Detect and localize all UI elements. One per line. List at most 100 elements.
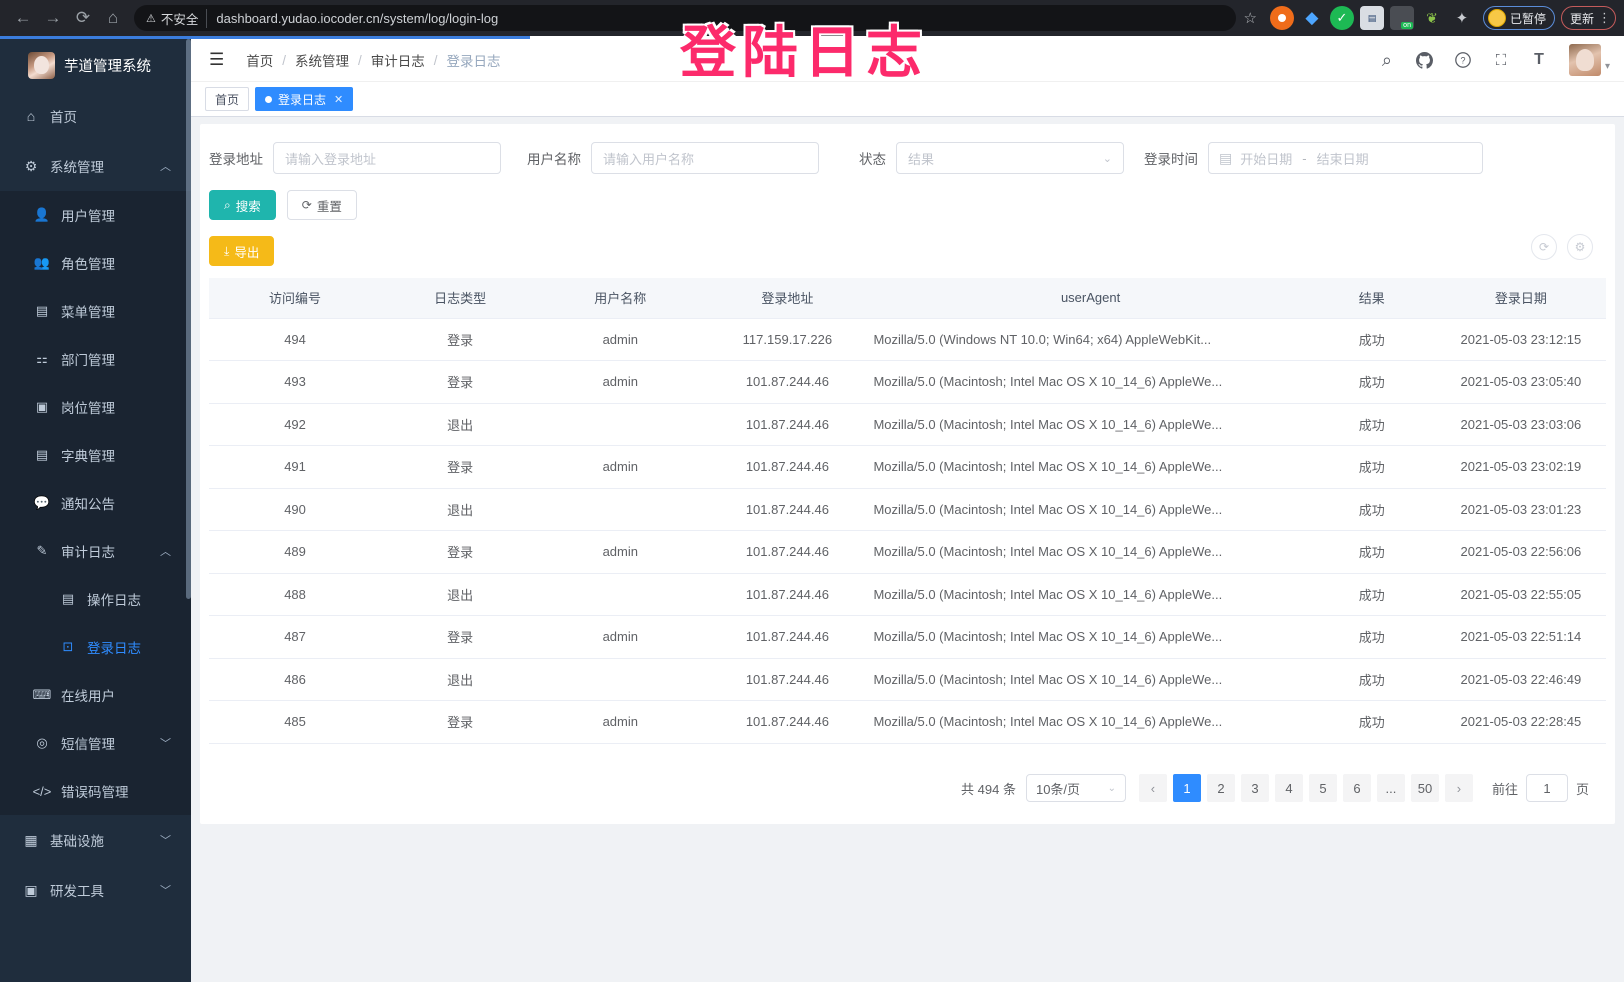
sidebar-item-audit-log[interactable]: ✎ 审计日志 ︿ <box>0 527 191 575</box>
cell-username <box>539 658 702 701</box>
pagination-page-4[interactable]: 4 <box>1274 774 1303 802</box>
tab-home[interactable]: 首页 <box>205 87 250 111</box>
cell-result: 成功 <box>1307 658 1436 701</box>
blue-dot-ext-icon[interactable]: ▤ <box>1359 6 1384 30</box>
cell-login-date: 2021-05-03 22:56:06 <box>1435 530 1606 574</box>
pagination-page-5[interactable]: 5 <box>1308 774 1337 802</box>
reset-button[interactable]: ⟳ 重置 <box>286 190 357 220</box>
breadcrumb-item-home[interactable]: 首页 <box>246 54 274 69</box>
sidebar-item-sms[interactable]: ◎ 短信管理 ﹀ <box>0 719 191 767</box>
update-pill[interactable]: 更新 ⋮ <box>1560 6 1616 30</box>
column-header-login-address[interactable]: 登录地址 <box>701 278 874 319</box>
sidebar-item-devtools[interactable]: ▣ 研发工具 ﹀ <box>0 865 191 915</box>
chevron-down-icon[interactable]: ▾ <box>1604 61 1610 72</box>
cell-login-address: 101.87.244.46 <box>701 615 874 659</box>
column-header-useragent[interactable]: userAgent <box>873 278 1308 319</box>
table-tool-bar: ⟳ ⚙ <box>1521 234 1593 260</box>
sidebar-item-menus[interactable]: ▤ 菜单管理 <box>0 287 191 335</box>
column-header-result[interactable]: 结果 <box>1307 278 1436 319</box>
column-header-login-date[interactable]: 登录日期 <box>1435 278 1606 319</box>
sidebar-item-notice[interactable]: 💬 通知公告 <box>0 479 191 527</box>
help-icon[interactable]: ? <box>1447 44 1479 76</box>
search-icon[interactable]: ⌕ <box>1381 49 1393 70</box>
address-bar[interactable]: ⚠ 不安全 dashboard.yudao.iocoder.cn/system/… <box>134 5 1236 31</box>
leaf-ext-icon[interactable]: ❦ <box>1426 9 1438 26</box>
tab-label: 首页 <box>215 92 240 107</box>
sidebar-item-system[interactable]: ⚙ 系统管理 ︿ <box>0 141 191 191</box>
blue-diamond-ext-icon[interactable]: ◆ <box>1305 8 1319 27</box>
sidebar-scrollbar[interactable] <box>186 39 191 982</box>
sidebar-scrollbar-thumb[interactable] <box>186 39 191 599</box>
sidebar-item-dictionary[interactable]: ▤ 字典管理 <box>0 431 191 479</box>
pagination-page-6[interactable]: 6 <box>1342 774 1371 802</box>
sidebar-logo[interactable]: 芋道管理系统 <box>0 39 191 91</box>
fullscreen-icon[interactable]: ⛶ <box>1495 51 1507 69</box>
pagination-page-2[interactable]: 2 <box>1206 774 1235 802</box>
breadcrumb-item-audit[interactable]: 审计日志 <box>370 54 425 69</box>
search-button[interactable]: ⌕ 搜索 <box>209 190 276 220</box>
tab-login-log[interactable]: 登录日志 ✕ <box>255 87 354 111</box>
table-row[interactable]: 489 登录 admin 101.87.244.46 Mozilla/5.0 (… <box>209 530 1606 574</box>
sidebar-item-posts[interactable]: ▣ 岗位管理 <box>0 383 191 431</box>
username-input[interactable]: 请输入用户名称 <box>591 142 819 174</box>
pagination-page-3[interactable]: 3 <box>1240 774 1269 802</box>
sidebar-item-operation-log[interactable]: ▤ 操作日志 <box>0 575 191 623</box>
sidebar-item-infrastructure[interactable]: ▦ 基础设施 ﹀ <box>0 815 191 865</box>
goto-page-input[interactable]: 1 <box>1525 774 1568 802</box>
column-settings-icon[interactable]: ⚙ <box>1567 234 1593 260</box>
bookmark-star-icon[interactable]: ☆ <box>1243 10 1257 27</box>
cell-result: 成功 <box>1307 318 1436 361</box>
kebab-menu-icon[interactable]: ⋮ <box>1598 10 1611 25</box>
pagination-next[interactable]: › <box>1444 774 1473 802</box>
close-icon[interactable]: ✕ <box>334 93 344 106</box>
pagination-page-50[interactable]: 50 <box>1410 774 1439 802</box>
breadcrumb-item-system[interactable]: 系统管理 <box>295 54 350 69</box>
refresh-icon[interactable]: ⟳ <box>1531 234 1557 260</box>
green-check-ext-icon[interactable]: ✓ <box>1329 6 1354 30</box>
login-time-range-picker[interactable]: ▤ 开始日期 - 结束日期 <box>1208 142 1483 174</box>
column-header-access-id[interactable]: 访问编号 <box>209 278 382 319</box>
sidebar-item-departments[interactable]: ⚏ 部门管理 <box>0 335 191 383</box>
browser-toolbar: ← → ⟳ ⌂ ⚠ 不安全 dashboard.yudao.iocoder.cn… <box>0 0 1624 36</box>
table-row[interactable]: 488 退出 101.87.244.46 Mozilla/5.0 (Macint… <box>209 573 1606 616</box>
back-arrow-icon[interactable]: ← <box>14 8 32 27</box>
table-row[interactable]: 494 登录 admin 117.159.17.226 Mozilla/5.0 … <box>209 318 1606 361</box>
sidebar-item-online-users[interactable]: ⌨ 在线用户 <box>0 671 191 719</box>
table-row[interactable]: 485 登录 admin 101.87.244.46 Mozilla/5.0 (… <box>209 700 1606 744</box>
github-icon[interactable] <box>1409 44 1441 76</box>
column-header-log-type[interactable]: 日志类型 <box>381 278 540 319</box>
column-header-username[interactable]: 用户名称 <box>539 278 702 319</box>
sidebar-item-roles[interactable]: 👥 角色管理 <box>0 239 191 287</box>
paused-pill[interactable]: 已暂停 <box>1482 6 1555 30</box>
sidebar-item-error-code[interactable]: </> 错误码管理 <box>0 767 191 815</box>
pagination-prev[interactable]: ‹ <box>1138 774 1167 802</box>
sidebar-item-home[interactable]: ⌂ 首页 <box>0 91 191 141</box>
export-button[interactable]: ⤓ 导出 <box>209 236 275 266</box>
home-icon[interactable]: ⌂ <box>107 8 119 27</box>
table-row[interactable]: 486 退出 101.87.244.46 Mozilla/5.0 (Macint… <box>209 658 1606 701</box>
pagination-ellipsis[interactable]: ... <box>1376 774 1405 802</box>
hamburger-icon[interactable]: ☰ <box>209 50 225 69</box>
page-size-value: 10条/页 <box>1035 781 1081 797</box>
sidebar-item-login-log[interactable]: ⊡ 登录日志 <box>0 623 191 671</box>
login-log-icon: ⊡ <box>62 639 74 654</box>
page-size-select[interactable]: 10条/页 ⌄ <box>1025 774 1126 802</box>
login-address-input[interactable]: 请输入登录地址 <box>273 142 501 174</box>
table-row[interactable]: 490 退出 101.87.244.46 Mozilla/5.0 (Macint… <box>209 488 1606 531</box>
table-row[interactable]: 487 登录 admin 101.87.244.46 Mozilla/5.0 (… <box>209 615 1606 659</box>
puzzle-ext-icon[interactable]: ✦ <box>1455 10 1469 27</box>
pagination-page-1[interactable]: 1 <box>1172 774 1201 802</box>
font-size-icon[interactable]: T <box>1534 51 1544 68</box>
cell-result: 成功 <box>1307 360 1436 404</box>
sidebar-item-users[interactable]: 👤 用户管理 <box>0 191 191 239</box>
status-select[interactable]: 结果 ⌄ <box>896 142 1124 174</box>
security-warning[interactable]: ⚠ 不安全 <box>146 8 208 28</box>
forward-arrow-icon[interactable]: → <box>44 8 62 27</box>
table-row[interactable]: 493 登录 admin 101.87.244.46 Mozilla/5.0 (… <box>209 360 1606 404</box>
table-row[interactable]: 491 登录 admin 101.87.244.46 Mozilla/5.0 (… <box>209 445 1606 489</box>
reload-icon[interactable]: ⟳ <box>75 8 91 27</box>
orange-circle-ext-icon[interactable] <box>1269 6 1294 30</box>
on-badge-ext-icon[interactable]: on <box>1389 6 1414 30</box>
table-row[interactable]: 492 退出 101.87.244.46 Mozilla/5.0 (Macint… <box>209 403 1606 446</box>
avatar[interactable] <box>1568 44 1601 76</box>
